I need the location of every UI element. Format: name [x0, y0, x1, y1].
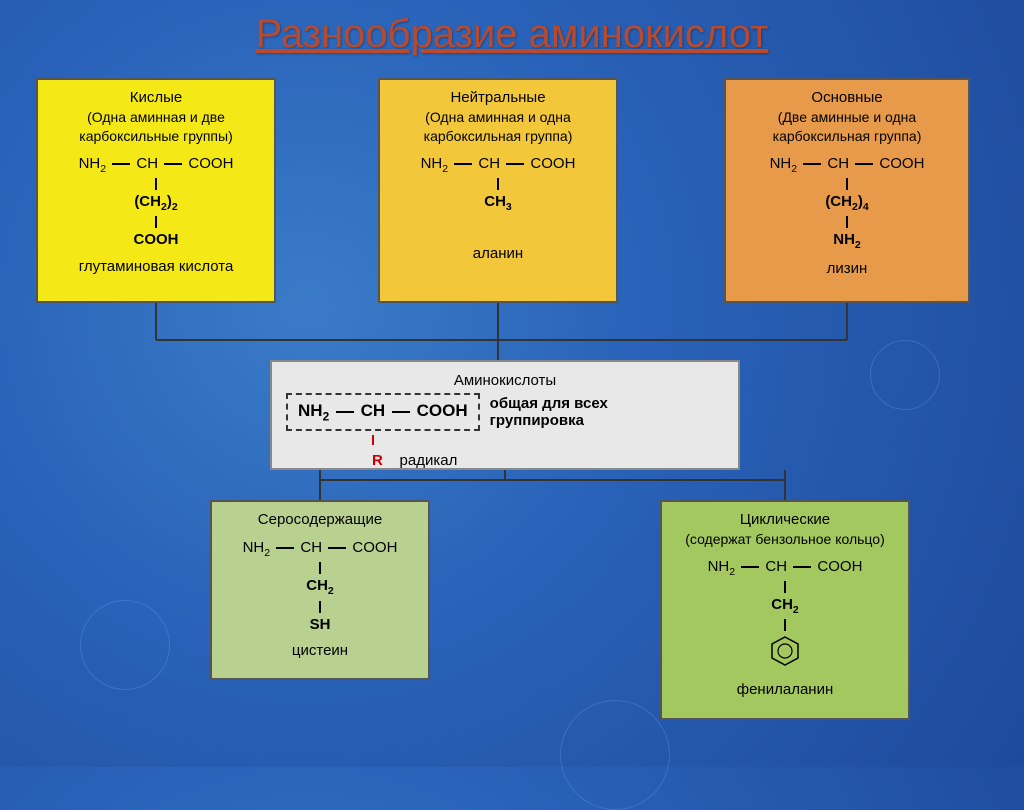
neutral-formula: NH2 CH COOH CH3 — [390, 154, 606, 214]
neutral-head: Нейтральные — [390, 88, 606, 108]
sulfur-head: Серосодержащие — [222, 510, 418, 530]
box-cyclic: Циклические (содержат бензольное кольцо)… — [660, 500, 910, 720]
benzene-ring-icon — [769, 635, 801, 667]
ripple-deco — [80, 600, 170, 690]
cyclic-head: Циклические — [672, 510, 898, 530]
center-radical: R радикал — [286, 435, 724, 469]
cyclic-formula: NH2 CH COOH CH2 — [672, 557, 898, 674]
center-side: общая для всех группировка — [490, 395, 608, 429]
acid-sub: (Одна аминная и две карбоксильные группы… — [48, 108, 264, 146]
ripple-deco — [560, 700, 670, 810]
center-title: Аминокислоты — [286, 372, 724, 389]
box-sulfur: Серосодержащие NH2 CH COOH CH2 SH цистеи… — [210, 500, 430, 680]
sulfur-formula: NH2 CH COOH CH2 SH — [222, 538, 418, 635]
acid-formula: NH2 CH COOH (CH2)2 COOH — [48, 154, 264, 251]
acid-name: глутаминовая кислота — [48, 257, 264, 277]
sulfur-name: цистеин — [222, 641, 418, 661]
acid-head: Кислые — [48, 88, 264, 108]
page-title: Разнообразие аминокислот — [0, 0, 1024, 57]
basic-sub: (Две аминные и одна карбоксильная группа… — [736, 108, 958, 146]
box-basic: Основные (Две аминные и одна карбоксильн… — [724, 78, 970, 303]
neutral-sub: (Одна аминная и одна карбоксильная групп… — [390, 108, 606, 146]
basic-name: лизин — [736, 259, 958, 279]
basic-formula: NH2 CH COOH (CH2)4 NH2 — [736, 154, 958, 253]
box-neutral: Нейтральные (Одна аминная и одна карбокс… — [378, 78, 618, 303]
basic-head: Основные — [736, 88, 958, 108]
cyclic-name: фенилаланин — [672, 680, 898, 700]
center-formula: NH2 CH COOH — [286, 393, 480, 431]
box-acidic: Кислые (Одна аминная и две карбоксильные… — [36, 78, 276, 303]
neutral-name: аланин — [390, 244, 606, 264]
cyclic-sub: (содержат бензольное кольцо) — [672, 530, 898, 549]
ripple-deco — [870, 340, 940, 410]
center-box: Аминокислоты NH2 CH COOH общая для всех … — [270, 360, 740, 470]
